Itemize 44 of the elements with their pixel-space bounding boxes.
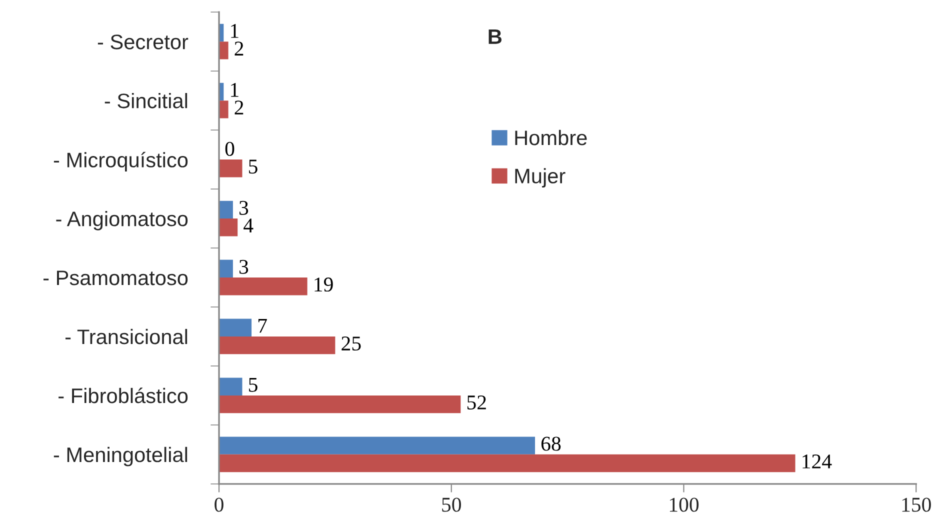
data-label: 5 [249,160,258,174]
bar [219,436,536,454]
data-label: 1 [231,24,238,38]
data-label: 25 [342,336,361,351]
data-label: 52 [467,396,486,410]
x-tick-label: 0 [214,498,224,512]
x-tick-label: 150 [902,498,931,512]
bar [219,218,238,236]
y-tick-label: - Angiomatoso [56,210,188,230]
data-label: 3 [240,260,248,274]
bar [219,454,796,472]
y-tick-label: - Secretor [98,34,188,50]
data-label: 2 [234,100,244,114]
text: B [488,30,502,44]
y-tick-label: - Fibroblástico [58,388,188,404]
data-label: 3 [240,200,248,215]
y-tick-label: - Psamomatoso [44,270,188,286]
y-tick-label: - Sincitial [104,93,188,108]
x-tick-label: 100 [670,498,699,512]
y-tick-label: - Meningotelial [54,446,188,466]
data-label: 4 [244,218,254,232]
y-tick-label: - Transicional [65,328,188,344]
bar [219,200,233,219]
legend-label: Mujer [515,168,566,188]
x-tick-label: 50 [442,498,461,512]
bar [219,100,228,118]
bar [219,260,233,278]
bar [219,318,252,336]
data-label: 0 [225,142,234,156]
data-label: 19 [314,278,333,292]
bar [219,336,336,354]
legend-label: Hombre [515,130,587,146]
bar [219,42,228,60]
y-tick-label: - Microquístico [54,152,188,172]
bar [219,278,308,296]
bar [219,378,242,396]
data-label: 5 [249,378,258,392]
data-label: 68 [541,436,561,451]
data-label: 124 [802,454,832,468]
bar [219,160,242,178]
data-label: 2 [234,42,244,56]
data-label: 1 [231,82,238,97]
data-label: 7 [258,318,267,333]
bar [219,395,461,414]
